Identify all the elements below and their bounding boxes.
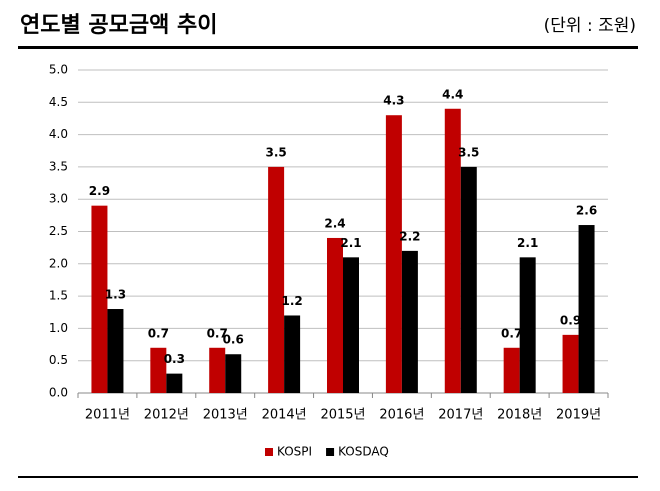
x-tick-label: 2017년 [438,408,483,423]
y-tick-label: 4.5 [49,95,68,109]
bottom-rule [18,476,638,478]
bar [519,257,536,393]
bar [150,347,167,393]
y-tick-label: 1.0 [49,321,68,335]
y-tick-label: 5.0 [49,63,68,77]
x-tick-label: 2019년 [556,408,601,423]
y-tick-label: 3.0 [49,192,68,206]
value-label: 2.6 [576,204,597,218]
x-tick-label: 2018년 [497,408,542,423]
bar [284,315,301,393]
value-label: 1.2 [281,294,302,308]
bar [401,250,418,393]
chart-title: 연도별 공모금액 추이 [20,13,217,38]
bar [562,334,579,393]
bar [460,166,477,393]
value-label: 4.4 [442,87,463,101]
bar [209,347,226,393]
bar [327,237,343,393]
bar [91,205,108,393]
y-tick-label: 0.5 [49,353,68,367]
x-tick-label: 2014년 [262,408,307,423]
value-label: 3.5 [265,145,286,159]
value-label: 2.1 [517,236,538,250]
x-tick-label: 2013년 [203,408,248,423]
y-tick-label: 4.0 [49,127,68,141]
value-label: 2.1 [340,236,361,250]
value-label: 3.5 [458,145,479,159]
bar [268,166,285,393]
y-tick-label: 2.0 [49,256,68,270]
bar [503,347,520,393]
bar [107,309,124,393]
top-rule [18,46,638,49]
value-label: 0.6 [223,333,244,347]
value-label: 2.9 [89,184,110,198]
bar [343,257,359,393]
bar [225,354,242,393]
y-tick-label: 2.5 [49,224,68,238]
y-tick-label: 0.0 [49,386,68,400]
value-label: 2.4 [324,216,345,230]
legend-swatch [265,448,273,456]
chart-subtitle: (단위 : 조원) [544,16,636,36]
value-label: 0.3 [164,352,185,366]
y-tick-label: 3.5 [49,159,68,173]
legend-label: KOSPI [277,445,312,459]
legend-label: KOSDAQ [338,445,389,459]
value-label: 1.3 [105,288,126,302]
bar [385,115,402,393]
x-tick-label: 2012년 [144,408,189,423]
bar [166,373,183,393]
value-label: 0.9 [560,313,581,327]
value-label: 4.3 [383,94,404,108]
legend-swatch [326,448,335,456]
x-tick-label: 2016년 [379,408,424,423]
value-label: 0.7 [207,326,228,340]
y-tick-label: 1.5 [49,289,68,303]
value-label: 2.2 [399,229,420,243]
value-label: 0.7 [148,326,169,340]
value-label: 0.7 [501,326,522,340]
bar [444,108,461,393]
x-tick-label: 2015년 [320,408,365,423]
bar [578,225,595,393]
x-tick-label: 2011년 [85,408,130,423]
